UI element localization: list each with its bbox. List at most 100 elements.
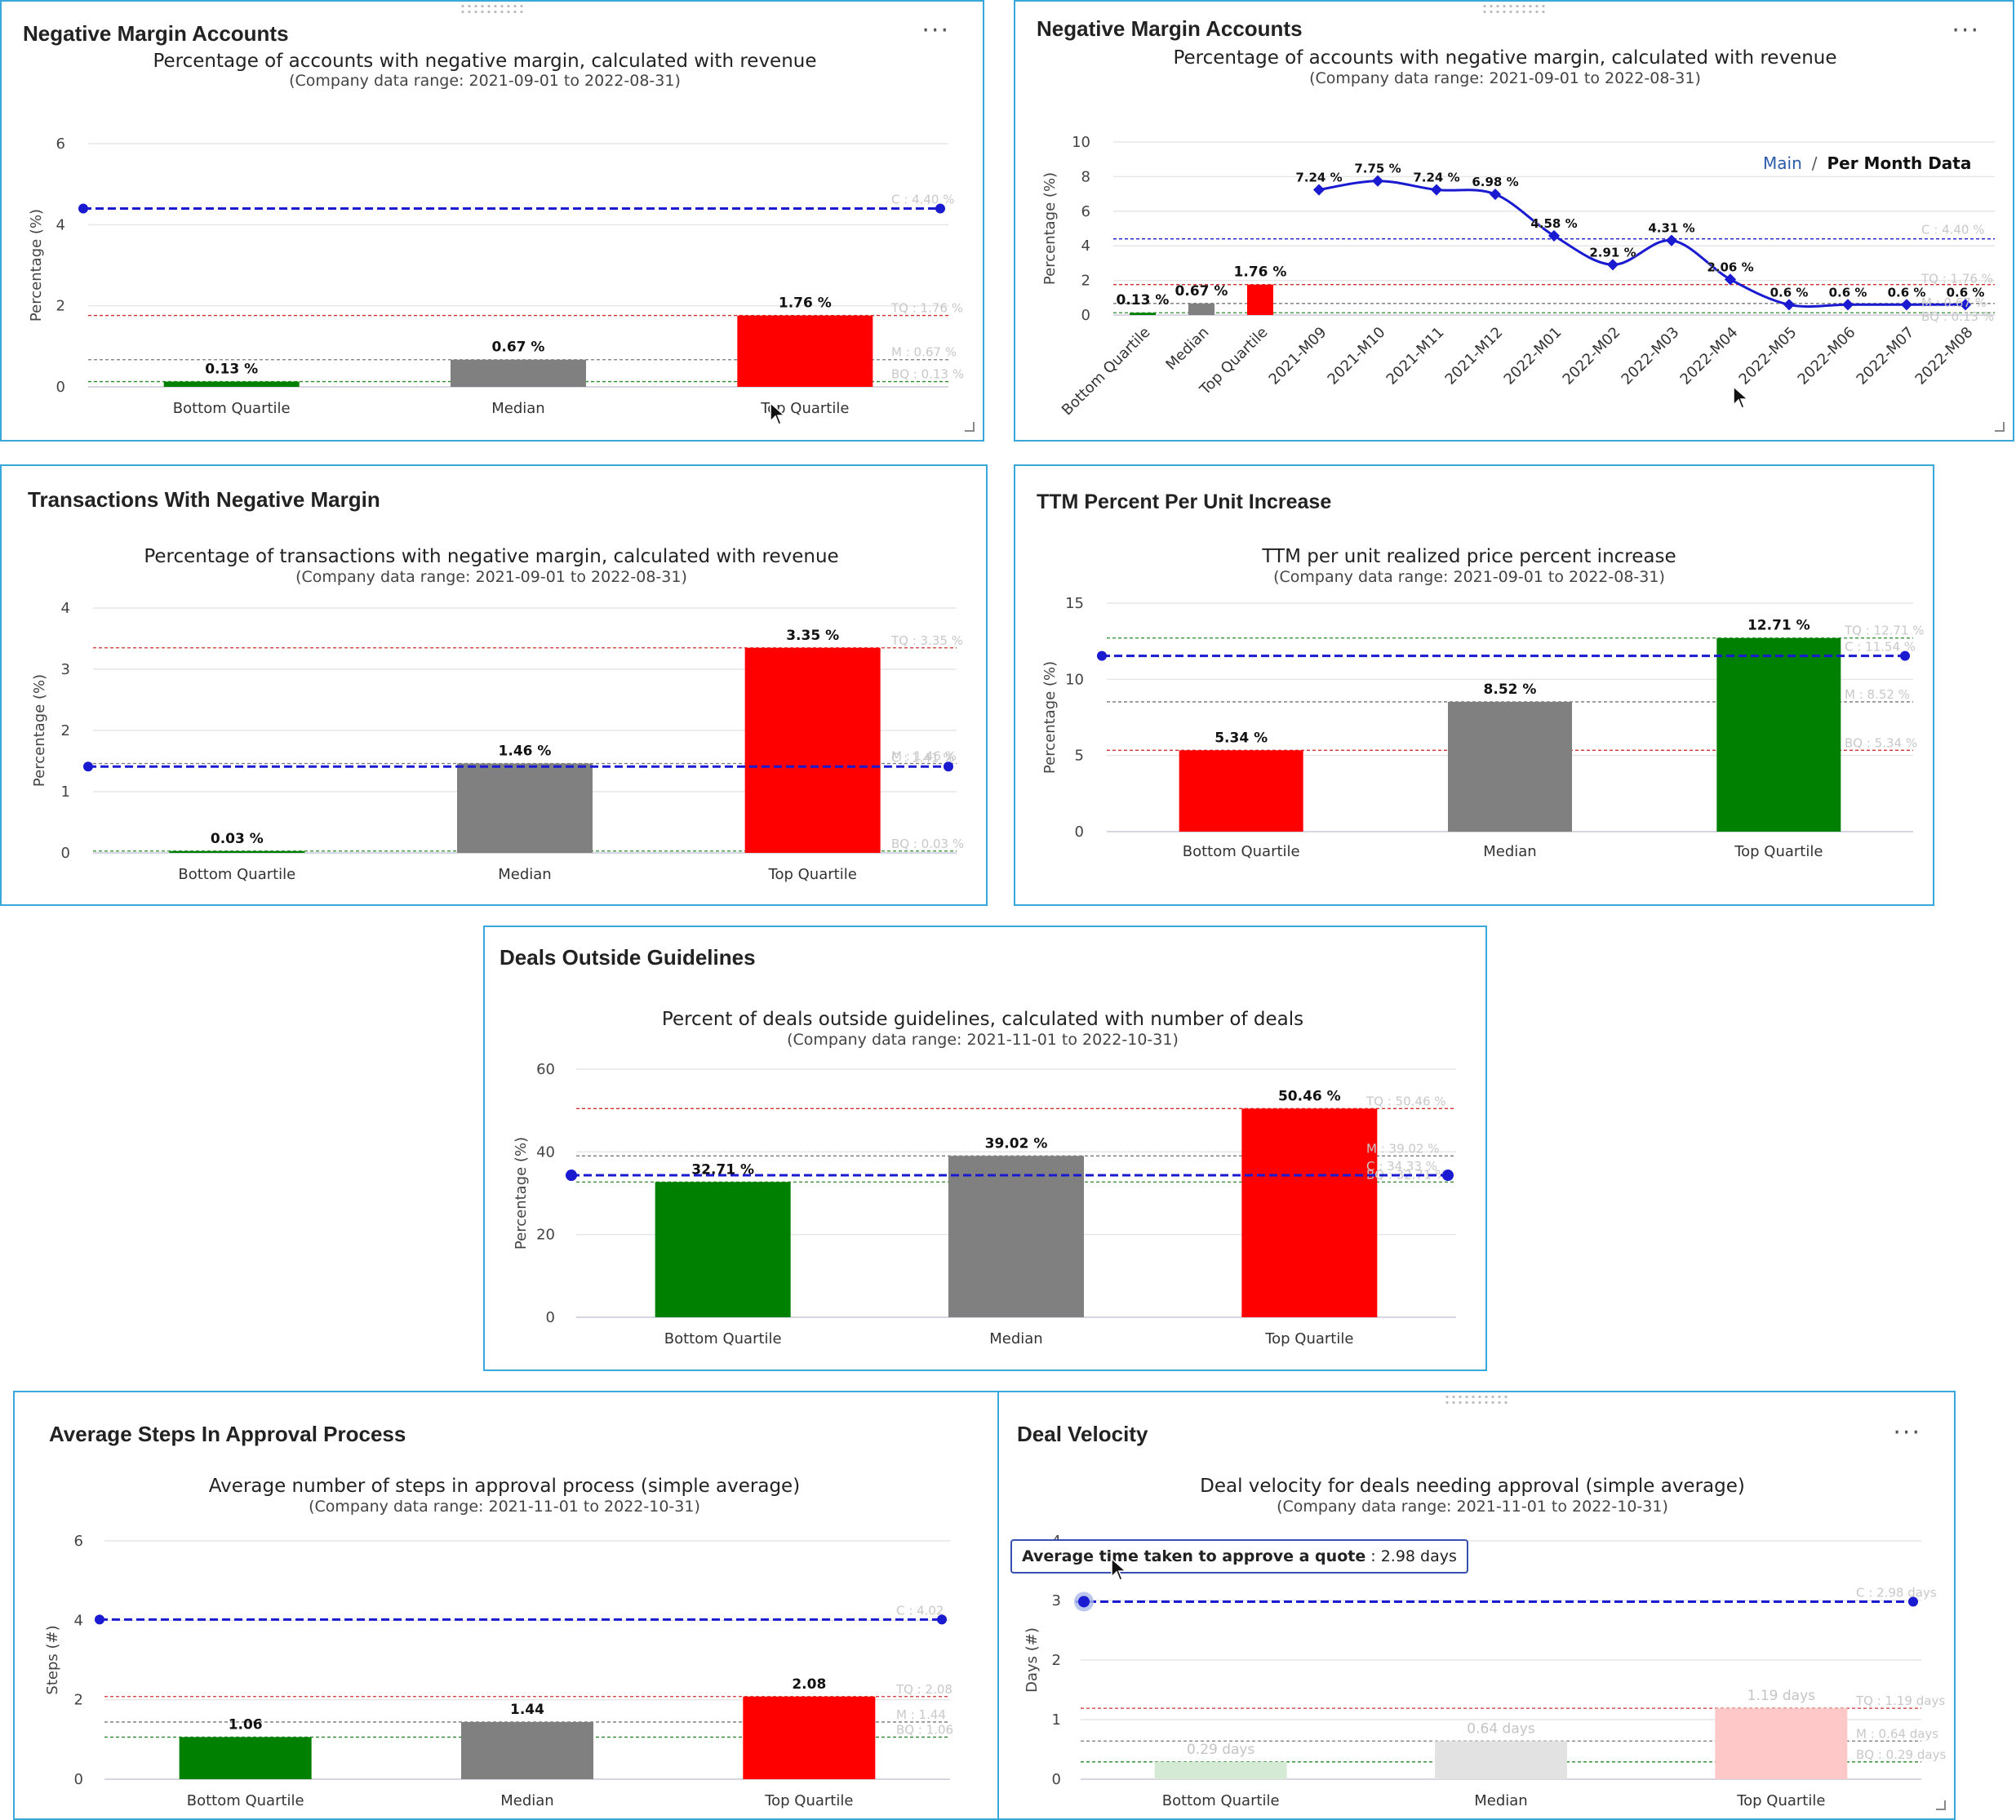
mouse-cursor-icon: [770, 402, 786, 425]
monthly-data-label: 0.6 %: [1770, 285, 1809, 300]
median-reference-label: M : 39.02 %: [1366, 1141, 1440, 1156]
x-tick-label: Top Quartile: [764, 1792, 853, 1809]
company-dot: [1078, 1596, 1090, 1608]
company-reference-label: C : 11.54 %: [1845, 640, 1916, 655]
monthly-point: [1665, 234, 1678, 246]
more-options-icon[interactable]: ···: [1893, 1418, 1921, 1447]
panel-title: Transactions With Negative Margin: [28, 487, 380, 512]
resize-handle-icon[interactable]: [965, 422, 975, 432]
monthly-data-label: 4.58 %: [1530, 216, 1577, 231]
monthly-point: [1430, 184, 1443, 196]
y-tick-label: 3: [1052, 1592, 1061, 1609]
x-tick-label: Median: [1162, 324, 1212, 374]
bq-reference-label: BQ : 5.34 %: [1845, 735, 1917, 750]
y-tick-label: 60: [536, 1061, 555, 1078]
y-axis-label: Percentage (%): [1041, 172, 1059, 285]
panel-title: Deal Velocity: [1017, 1422, 1148, 1446]
y-tick-label: 1: [1052, 1711, 1061, 1729]
y-tick-label: 2: [61, 722, 70, 739]
y-axis-label: Days (#): [1024, 1627, 1041, 1693]
data-label: 5.34 %: [1214, 730, 1268, 746]
x-tick-label: 2021-M09: [1266, 324, 1330, 388]
chart-title: Percentage of transactions with negative…: [144, 546, 838, 567]
tq-reference-label: TQ : 1.19 days: [1855, 1693, 1945, 1708]
x-tick-label: 2022-M04: [1677, 324, 1742, 388]
y-tick-label: 6: [1081, 203, 1090, 220]
toggle-per-month[interactable]: Per Month Data: [1827, 153, 1972, 173]
monthly-point: [1724, 273, 1737, 286]
bq-reference-label: BQ : 0.29 days: [1856, 1747, 1946, 1762]
data-label: 0.29 days: [1187, 1742, 1255, 1758]
y-tick-label: 0: [1052, 1771, 1061, 1788]
bq-reference-label: BQ : 0.03 %: [891, 837, 964, 851]
more-options-icon[interactable]: ···: [921, 16, 950, 45]
bar-median: [451, 359, 586, 387]
bar-chart: TTM per unit realized price percent incr…: [1041, 546, 1925, 860]
data-label: 2.08: [792, 1676, 826, 1693]
tq-reference-label: TQ : 12.71 %: [1844, 624, 1925, 638]
x-tick-label: Median: [498, 866, 551, 883]
panel-negative-margin-accounts-main: Negative Margin Accounts ··· Percentage …: [0, 0, 984, 442]
y-axis-label: Percentage (%): [513, 1137, 530, 1250]
x-tick-label: Top Quartile: [768, 866, 857, 883]
x-tick-label: Bottom Quartile: [1183, 843, 1300, 860]
drag-handle[interactable]: [1481, 3, 1547, 15]
mouse-cursor-icon: [1733, 385, 1749, 409]
monthly-data-label: 0.6 %: [1829, 285, 1867, 300]
monthly-data-label: 7.24 %: [1295, 171, 1342, 185]
x-tick-label: 2022-M01: [1501, 324, 1565, 388]
y-tick-label: 2: [1081, 273, 1090, 290]
x-tick-label: Top Quartile: [1736, 1792, 1825, 1809]
company-reference-label: C : 1.41 %: [891, 750, 954, 765]
resize-handle-icon[interactable]: [1995, 422, 2005, 432]
bar-chart: Percentage of accounts with negative mar…: [28, 51, 964, 417]
bq-reference-label: BQ : 1.06: [896, 1722, 953, 1737]
chart-title: TTM per unit realized price percent incr…: [1261, 546, 1676, 567]
monthly-point: [1312, 184, 1325, 196]
resize-handle-icon[interactable]: [1936, 1800, 1946, 1810]
chart-tooltip: Average time taken to approve a quote : …: [1010, 1539, 1468, 1574]
company-reference-label: C : 4.02: [896, 1603, 944, 1618]
bar-bottom-quartile: [179, 1737, 312, 1779]
tq-reference-label: TQ : 3.35 %: [890, 633, 963, 648]
monthly-data-label: 4.31 %: [1648, 221, 1694, 236]
drag-handle[interactable]: [1444, 1394, 1509, 1405]
monthly-data-label: 0.6 %: [1947, 285, 1985, 300]
panel-title: Deals Outside Guidelines: [500, 945, 756, 970]
y-axis-label: Percentage (%): [1041, 661, 1059, 774]
drag-handle[interactable]: [460, 3, 525, 15]
data-label: 0.13 %: [205, 362, 258, 378]
chart-subtitle: (Company data range: 2021-09-01 to 2022-…: [289, 72, 681, 90]
panel-title: Negative Margin Accounts: [23, 21, 289, 46]
median-reference-label: M : 0.67 %: [1921, 295, 1987, 310]
company-reference-label: C : 4.40 %: [891, 192, 954, 206]
y-tick-label: 10: [1065, 671, 1084, 688]
tq-reference-label: TQ : 2.08: [895, 1682, 952, 1697]
chart-title: Percent of deals outside guidelines, cal…: [662, 1009, 1303, 1030]
tq-reference-label: TQ : 50.46 %: [1365, 1094, 1446, 1108]
more-options-icon[interactable]: ···: [1952, 16, 1980, 45]
y-tick-label: 10: [1072, 134, 1090, 151]
y-tick-label: 5: [1075, 748, 1084, 765]
x-tick-label: Top Quartile: [1734, 843, 1823, 860]
toggle-main[interactable]: Main: [1763, 153, 1802, 173]
y-tick-label: 0: [56, 379, 65, 396]
company-dot: [944, 761, 953, 772]
y-tick-label: 2: [74, 1692, 83, 1709]
chart-subtitle: (Company data range: 2021-11-01 to 2022-…: [1277, 1498, 1668, 1516]
x-tick-label: Bottom Quartile: [1162, 1792, 1280, 1809]
chart-title: Average number of steps in approval proc…: [209, 1476, 800, 1497]
y-tick-label: 0: [1075, 823, 1084, 841]
x-tick-label: Median: [1483, 843, 1536, 860]
bar-bottom-quartile: [1179, 750, 1303, 832]
x-tick-label: Bottom Quartile: [173, 400, 291, 417]
panel-transactions-negative-margin: Transactions With Negative Margin Percen…: [0, 464, 988, 906]
x-tick-label: 2021-M12: [1442, 324, 1507, 388]
company-dot: [1900, 650, 1910, 661]
x-tick-label: 2022-M03: [1619, 324, 1683, 388]
bar-bottom-quartile: [655, 1182, 791, 1317]
bar-bottom-quartile: [169, 850, 305, 853]
bar-median: [1188, 303, 1214, 315]
data-label: 0.67 %: [492, 340, 545, 356]
monthly-point: [1371, 175, 1384, 187]
